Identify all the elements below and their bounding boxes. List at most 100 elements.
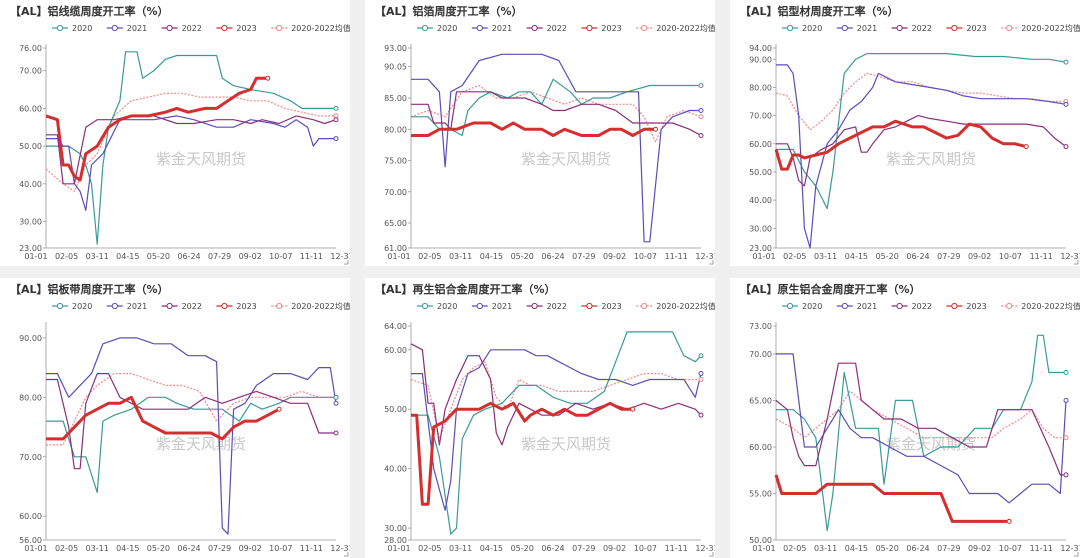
series-line-2020[interactable] <box>776 52 1067 210</box>
legend-item[interactable]: 2022 <box>526 24 567 33</box>
legend-item[interactable]: 2020 <box>782 302 822 311</box>
series-end-point[interactable] <box>698 114 704 120</box>
resize-handle-icon[interactable] <box>709 260 714 265</box>
series-end-point[interactable] <box>1063 59 1069 65</box>
series-line-2021[interactable] <box>46 115 336 211</box>
series-line-2020[interactable] <box>46 51 336 245</box>
legend-label: 2021 <box>857 302 877 311</box>
series-end-point[interactable] <box>1063 144 1069 150</box>
legend-item[interactable]: 2020 <box>782 24 822 33</box>
series-end-point[interactable] <box>333 400 339 406</box>
resize-handle-icon[interactable] <box>1074 260 1079 265</box>
series-end-point[interactable] <box>698 412 704 418</box>
series-line-2020[interactable] <box>411 331 702 535</box>
series-end-point[interactable] <box>333 105 339 111</box>
legend-item[interactable]: 2022 <box>526 302 567 311</box>
series-line-2022[interactable] <box>46 372 336 470</box>
legend-item[interactable]: 2022 <box>161 302 202 311</box>
series-end-point[interactable] <box>333 117 339 123</box>
legend-item[interactable]: 2021 <box>836 24 877 33</box>
series-end-point[interactable] <box>698 353 704 359</box>
series-end-point[interactable] <box>333 430 339 436</box>
legend-item[interactable]: 2020 <box>417 302 457 311</box>
series-end-point[interactable] <box>1063 435 1069 441</box>
legend-item[interactable]: 2022 <box>891 24 932 33</box>
legend-item[interactable]: 2021 <box>106 302 147 311</box>
series-line-2022[interactable] <box>46 115 337 185</box>
x-tick-label: 10-07 <box>999 252 1022 261</box>
legend-item[interactable]: 2020-2022均值 <box>636 301 715 311</box>
series-line-2023[interactable] <box>411 401 633 506</box>
series-line-2023[interactable] <box>411 121 656 137</box>
series-line-avg[interactable] <box>775 390 1066 439</box>
series-line-2020[interactable] <box>411 78 701 137</box>
series-end-point[interactable] <box>333 394 339 400</box>
x-tick-label: 11-11 <box>1030 544 1053 553</box>
series-end-point[interactable] <box>698 371 704 377</box>
legend-item[interactable]: 2023 <box>946 302 987 311</box>
legend-item[interactable]: 2020-2022均值 <box>1001 301 1080 311</box>
resize-handle-icon[interactable] <box>1074 552 1079 557</box>
series-line-2023[interactable] <box>774 474 1010 523</box>
series-line-2021[interactable] <box>411 53 701 243</box>
series-line-2022[interactable] <box>410 343 702 446</box>
series-end-point[interactable] <box>265 75 271 81</box>
resize-handle-icon[interactable] <box>709 552 714 557</box>
series-end-point[interactable] <box>333 136 339 142</box>
y-tick-label: 55.00 <box>749 489 772 498</box>
legend-item[interactable]: 2023 <box>216 24 257 33</box>
series-end-point[interactable] <box>1063 101 1069 107</box>
series-end-point[interactable] <box>653 126 659 132</box>
legend-item[interactable]: 2020 <box>417 24 457 33</box>
legend-label: 2020 <box>802 24 822 33</box>
series-end-point[interactable] <box>698 377 704 382</box>
y-tick-label: 60.00 <box>749 140 772 149</box>
series-end-point[interactable] <box>698 83 704 88</box>
resize-handle-icon[interactable] <box>344 552 349 557</box>
series-end-point[interactable] <box>1006 518 1012 524</box>
series-line-2021[interactable] <box>776 64 1067 249</box>
legend-label: 2023 <box>236 24 256 33</box>
series-end-point[interactable] <box>698 133 704 138</box>
series-line-avg[interactable] <box>46 372 336 446</box>
legend-item[interactable]: 2023 <box>946 24 987 33</box>
x-tick-label: 07-29 <box>572 252 595 261</box>
legend-item[interactable]: 2020-2022均值 <box>1001 23 1080 33</box>
series-line-2022[interactable] <box>776 114 1067 187</box>
series-line-2020[interactable] <box>46 396 336 493</box>
series-line-2022[interactable] <box>411 91 702 137</box>
legend-item[interactable]: 2021 <box>106 24 147 33</box>
legend-item[interactable]: 2020-2022均值 <box>636 23 715 33</box>
legend-item[interactable]: 2021 <box>471 24 512 33</box>
series-line-2021[interactable] <box>46 337 337 535</box>
series-line-2022[interactable] <box>775 362 1066 476</box>
legend-item[interactable]: 2020 <box>52 24 92 33</box>
series-line-2023[interactable] <box>45 76 268 182</box>
legend-item[interactable]: 2023 <box>581 302 622 311</box>
legend-label: 2020 <box>802 302 822 311</box>
legend-item[interactable]: 2022 <box>161 24 202 33</box>
series-line-2023[interactable] <box>774 119 1027 171</box>
legend-item[interactable]: 2020-2022均值 <box>271 301 350 311</box>
series-end-point[interactable] <box>1063 370 1069 376</box>
series-end-point[interactable] <box>1063 472 1069 478</box>
series-line-2021[interactable] <box>411 349 702 511</box>
series-end-point[interactable] <box>1023 144 1029 150</box>
series-line-avg[interactable] <box>775 72 1066 131</box>
legend-item[interactable]: 2020 <box>52 302 92 311</box>
series-line-avg[interactable] <box>45 92 336 192</box>
resize-handle-icon[interactable] <box>344 260 349 265</box>
legend-item[interactable]: 2021 <box>471 302 512 311</box>
series-end-point[interactable] <box>1063 397 1069 403</box>
series-line-2023[interactable] <box>46 395 280 441</box>
series-end-point[interactable] <box>698 108 704 113</box>
series-end-point[interactable] <box>276 406 282 412</box>
legend-item[interactable]: 2020-2022均值 <box>271 23 350 33</box>
legend-item[interactable]: 2023 <box>216 302 257 311</box>
series-end-point[interactable] <box>630 406 636 412</box>
legend-item[interactable]: 2021 <box>836 302 877 311</box>
x-tick-label: 03-11 <box>86 252 109 261</box>
legend-item[interactable]: 2022 <box>891 302 932 311</box>
legend-item[interactable]: 2023 <box>581 24 622 33</box>
series-line-2020[interactable] <box>776 334 1066 532</box>
